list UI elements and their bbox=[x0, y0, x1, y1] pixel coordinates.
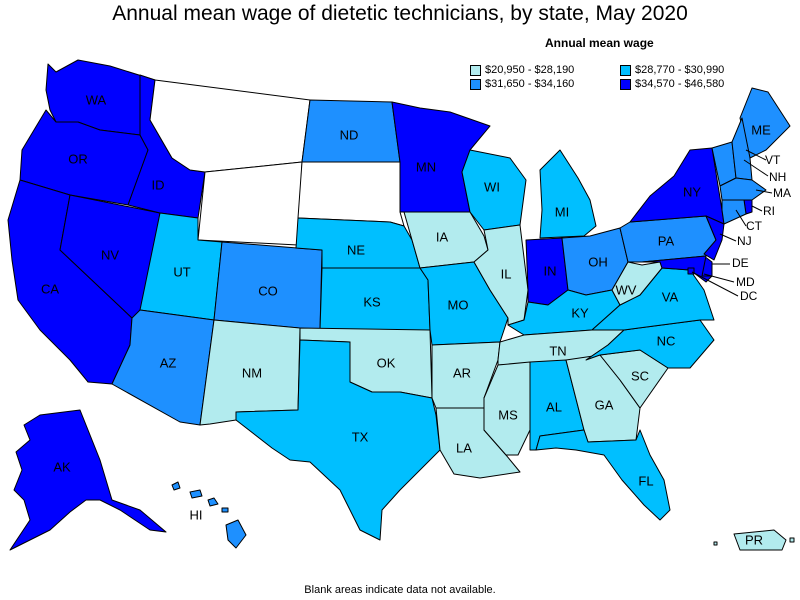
legend-swatch bbox=[470, 64, 481, 76]
label-ut: UT bbox=[173, 264, 190, 279]
label-ca: CA bbox=[41, 281, 59, 296]
legend-item-bin-2: $31,650 - $34,160 bbox=[470, 78, 620, 90]
label-va: VA bbox=[662, 289, 679, 304]
state-tx bbox=[235, 339, 441, 541]
label-ny: NY bbox=[683, 184, 701, 199]
legend-swatch bbox=[470, 78, 481, 90]
label-co: CO bbox=[258, 283, 278, 298]
label-ri: RI bbox=[763, 204, 775, 218]
label-md: MD bbox=[736, 275, 755, 289]
legend-item-bin-1: $28,770 - $30,990 bbox=[620, 64, 790, 76]
state-mi bbox=[539, 149, 597, 239]
pr-islet bbox=[713, 541, 718, 546]
label-nm: NM bbox=[242, 365, 262, 380]
state-ak bbox=[9, 409, 167, 551]
label-nh: NH bbox=[769, 170, 786, 184]
label-nd: ND bbox=[340, 127, 359, 142]
label-ak: AK bbox=[53, 459, 71, 474]
label-ga: GA bbox=[595, 397, 614, 412]
label-ks: KS bbox=[363, 294, 381, 309]
label-pr: PR bbox=[745, 532, 763, 547]
label-ct: CT bbox=[746, 219, 763, 233]
state-wi bbox=[461, 149, 527, 231]
legend-label: $20,950 - $28,190 bbox=[485, 64, 575, 76]
label-ok: OK bbox=[377, 355, 396, 370]
legend-title: Annual mean wage bbox=[545, 36, 654, 50]
label-nj: NJ bbox=[737, 234, 752, 248]
state-ny bbox=[629, 147, 725, 225]
state-labels: WA OR CA NV ID UT AZ CO NM ND NE KS OK T… bbox=[41, 92, 791, 547]
legend-label: $31,650 - $34,160 bbox=[485, 78, 575, 90]
label-mo: MO bbox=[448, 297, 469, 312]
state-nh bbox=[731, 117, 753, 181]
legend-item-bin-0: $20,950 - $28,190 bbox=[470, 64, 620, 76]
label-hi: HI bbox=[190, 507, 203, 522]
state-il bbox=[473, 224, 529, 326]
label-wa: WA bbox=[86, 92, 107, 107]
label-id: ID bbox=[152, 177, 165, 192]
label-tn: TN bbox=[549, 343, 566, 358]
label-de: DE bbox=[732, 256, 749, 270]
label-al: AL bbox=[546, 399, 562, 414]
legend-swatch bbox=[620, 64, 631, 76]
label-ky: KY bbox=[571, 305, 589, 320]
state-wy bbox=[197, 161, 303, 246]
label-wi: WI bbox=[484, 179, 500, 194]
label-nc: NC bbox=[657, 333, 676, 348]
label-fl: FL bbox=[638, 473, 653, 488]
label-dc: DC bbox=[740, 289, 758, 303]
legend-item-bin-3: $34,570 - $46,580 bbox=[620, 78, 790, 90]
state-hi bbox=[171, 481, 247, 549]
label-az: AZ bbox=[160, 355, 177, 370]
label-pa: PA bbox=[658, 233, 675, 248]
state-sd bbox=[297, 161, 405, 227]
label-ar: AR bbox=[453, 365, 471, 380]
label-or: OR bbox=[68, 151, 88, 166]
label-ms: MS bbox=[498, 407, 518, 422]
label-ma: MA bbox=[773, 186, 791, 200]
legend-grid: $20,950 - $28,190 $28,770 - $30,990 $31,… bbox=[470, 64, 790, 90]
label-me: ME bbox=[751, 122, 771, 137]
label-in: IN bbox=[544, 263, 557, 278]
state-nj bbox=[703, 215, 725, 261]
state-pr bbox=[733, 529, 787, 551]
label-sc: SC bbox=[631, 368, 649, 383]
label-la: LA bbox=[456, 440, 472, 455]
label-mi: MI bbox=[555, 204, 569, 219]
map-title: Annual mean wage of dietetic technicians… bbox=[112, 2, 688, 25]
label-mn: MN bbox=[416, 159, 436, 174]
legend-label: $28,770 - $30,990 bbox=[635, 64, 725, 76]
callout-lines bbox=[691, 149, 773, 297]
label-ia: IA bbox=[436, 229, 449, 244]
label-nv: NV bbox=[101, 247, 119, 262]
label-oh: OH bbox=[588, 254, 608, 269]
label-ne: NE bbox=[347, 242, 365, 257]
label-il: IL bbox=[501, 266, 512, 281]
legend-label: $34,570 - $46,580 bbox=[635, 78, 725, 90]
state-ct bbox=[721, 199, 747, 225]
footnote: Blank areas indicate data not available. bbox=[304, 584, 496, 596]
state-md bbox=[641, 255, 713, 283]
label-vt: VT bbox=[765, 153, 781, 167]
state-mt bbox=[149, 79, 311, 173]
legend-swatch bbox=[620, 78, 631, 90]
label-tx: TX bbox=[352, 429, 369, 444]
state-fl bbox=[535, 429, 671, 521]
pr-islet bbox=[789, 537, 795, 543]
legend: Annual mean wage $20,950 - $28,190 $28,7… bbox=[470, 36, 790, 90]
label-wv: WV bbox=[616, 282, 637, 297]
